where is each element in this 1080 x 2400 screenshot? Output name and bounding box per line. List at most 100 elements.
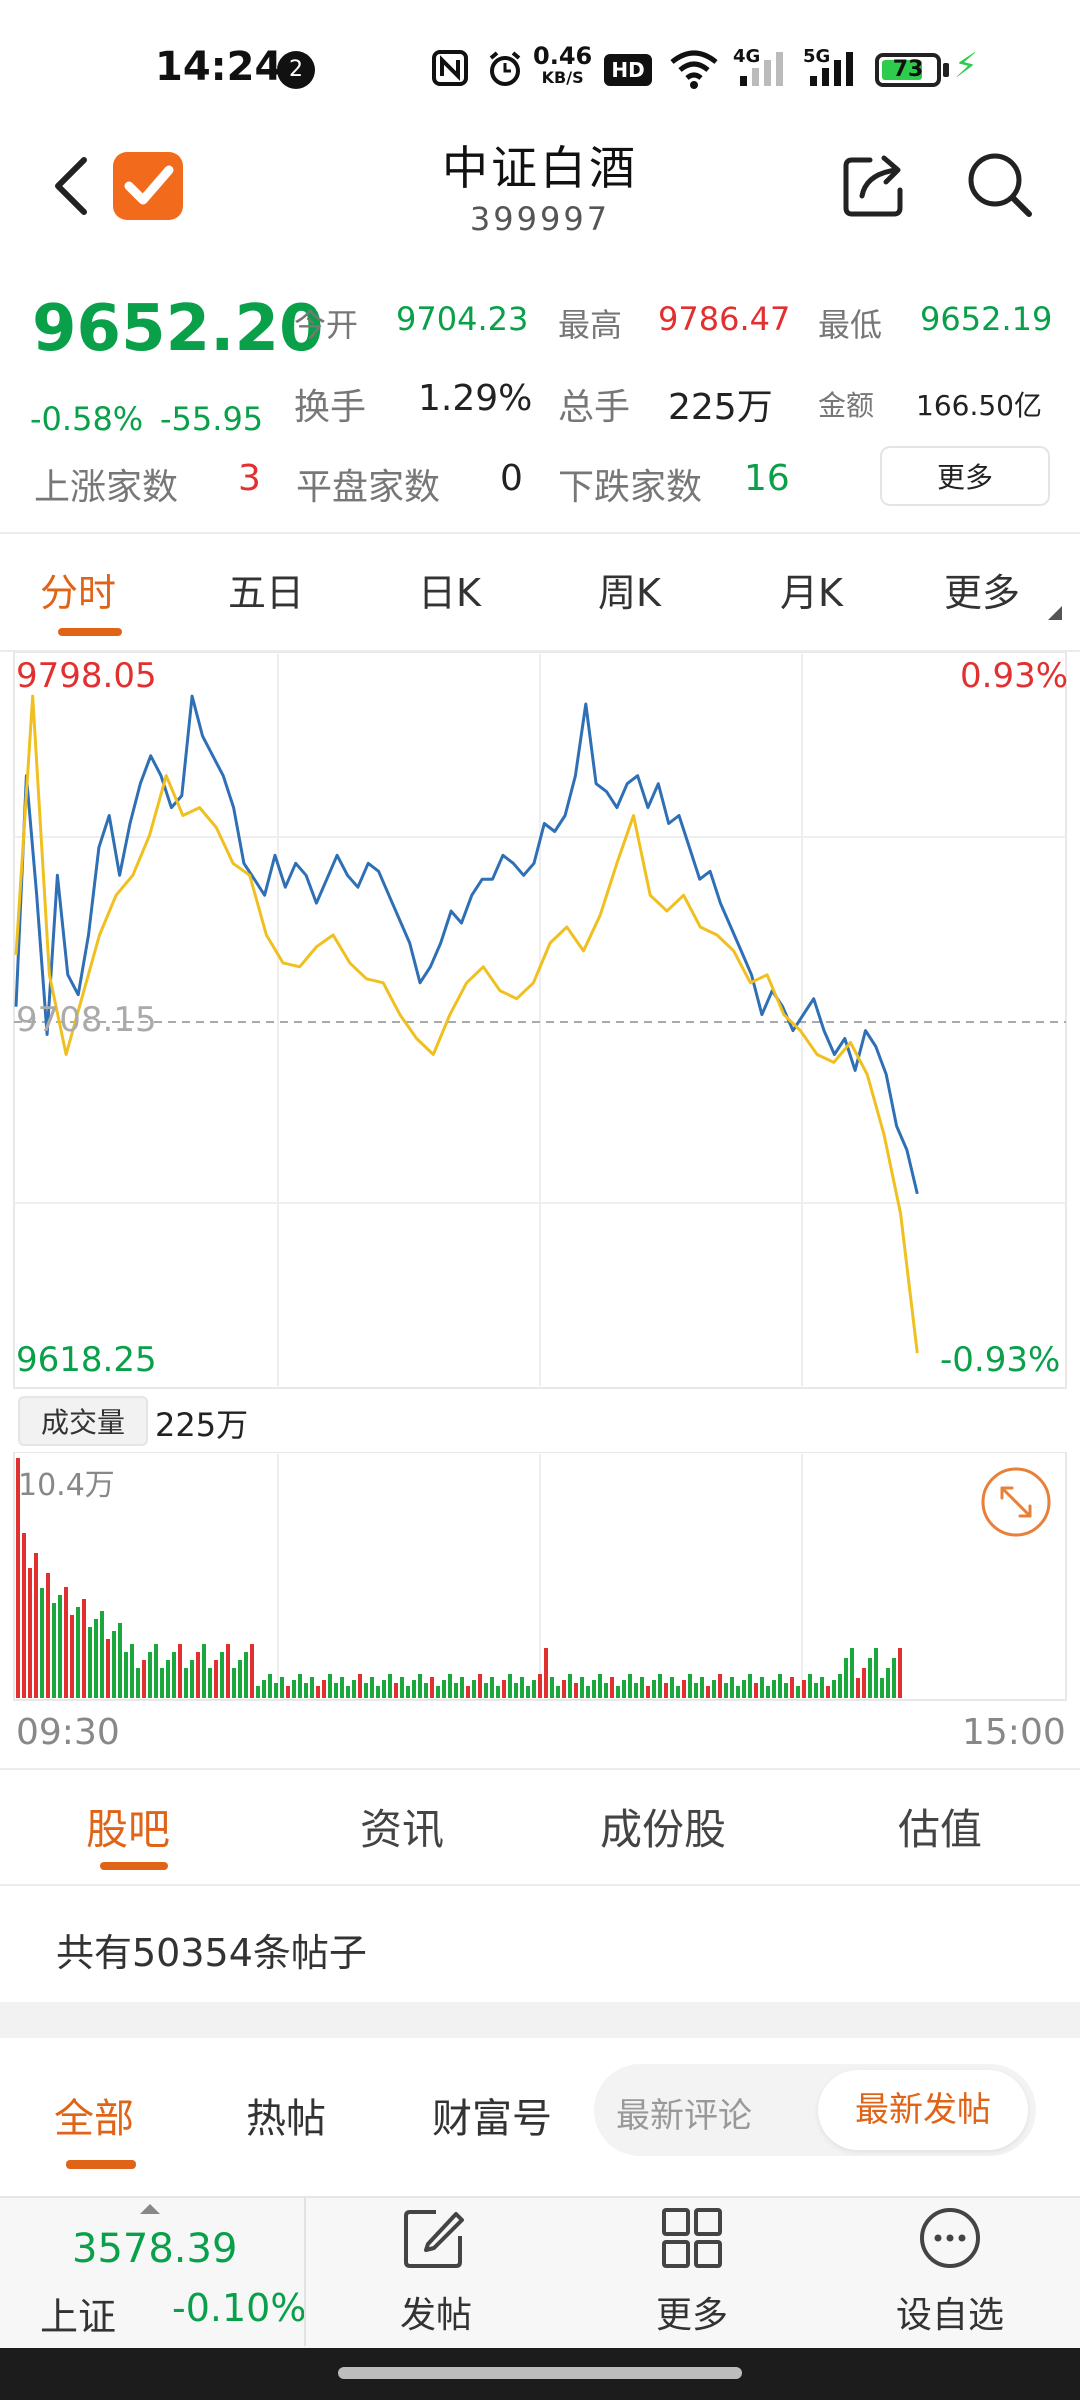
volume-bar: [166, 1660, 170, 1698]
volume-bar: [496, 1686, 500, 1698]
page-title: 中证白酒: [442, 141, 638, 195]
post-button-icon[interactable]: [402, 2206, 466, 2270]
more-button[interactable]: 更多: [655, 2295, 728, 2336]
volume-bar: [76, 1607, 80, 1698]
volume-chart[interactable]: [0, 1452, 1080, 1702]
pct-bottom-label: -0.93%: [940, 1340, 1061, 1380]
share-button[interactable]: [840, 150, 910, 220]
volume-bar: [172, 1652, 176, 1698]
volume-bar: [796, 1686, 800, 1698]
volume-bar: [316, 1686, 320, 1698]
volume-bar: [184, 1668, 188, 1698]
forum-tab-indicator: [100, 1862, 168, 1870]
volume-bar: [556, 1686, 560, 1698]
tab-five-day[interactable]: 五日: [228, 571, 305, 615]
hd-voice-icon: HD: [604, 54, 652, 86]
volume-bar: [286, 1686, 290, 1698]
divider: [0, 1884, 1080, 1886]
volume-bar: [436, 1686, 440, 1698]
low-label: 最低: [818, 306, 883, 344]
volume-bar: [352, 1680, 356, 1698]
volume-bar: [262, 1680, 266, 1698]
tab-weekly-k[interactable]: 周K: [598, 571, 661, 615]
back-button[interactable]: [48, 150, 96, 222]
pct-top-label: 0.93%: [960, 656, 1069, 696]
tab-monthly-k[interactable]: 月K: [780, 571, 843, 615]
volume-bar: [202, 1644, 206, 1698]
add-watchlist-button[interactable]: 设自选: [895, 2295, 1004, 2336]
amount-value: 166.50亿: [916, 389, 1042, 422]
volume-bar: [394, 1683, 398, 1698]
volume-bar: [214, 1660, 218, 1698]
more-quote-button[interactable]: 更多: [880, 446, 1050, 506]
sort-latest-comment[interactable]: 最新评论: [616, 2096, 752, 2136]
volume-bar: [772, 1680, 776, 1698]
high-label: 最高: [558, 306, 623, 344]
tab-forum[interactable]: 股吧: [86, 1805, 171, 1854]
edit-icon: [404, 2210, 464, 2268]
price-series: [14, 694, 919, 1354]
volume-bar: [334, 1683, 338, 1698]
tab-intraday[interactable]: 分时: [40, 571, 117, 615]
average-price-line: [14, 694, 919, 1354]
volume-bar: [646, 1686, 650, 1698]
search-button[interactable]: [965, 150, 1035, 220]
filter-all[interactable]: 全部: [54, 2096, 134, 2142]
volume-bar: [322, 1680, 326, 1698]
volume-bar: [568, 1674, 572, 1698]
filter-hot[interactable]: 热帖: [246, 2096, 326, 2142]
volume-bar: [292, 1680, 296, 1698]
volume-bar: [340, 1677, 344, 1698]
up-count-label: 上涨家数: [34, 467, 179, 508]
alarm-icon: [486, 50, 524, 96]
net-speed: 0.46 KB/S: [533, 44, 592, 88]
intraday-price-chart[interactable]: [0, 652, 1080, 1392]
flat-count-value: 0: [500, 458, 523, 499]
checkmark-icon: [124, 165, 174, 205]
volume-bar: [256, 1686, 260, 1698]
toolbar-divider: [304, 2198, 306, 2346]
tab-constituents[interactable]: 成份股: [600, 1805, 727, 1854]
home-gesture-bar[interactable]: [338, 2367, 742, 2379]
divider: [0, 1768, 1080, 1770]
volume-bar: [808, 1674, 812, 1698]
volume-bar: [208, 1668, 212, 1698]
volume-bar: [364, 1683, 368, 1698]
app-logo[interactable]: [113, 152, 183, 220]
sh-index-pct[interactable]: -0.10%: [172, 2286, 307, 2330]
volume-bar: [778, 1674, 782, 1698]
volume-bar: [406, 1686, 410, 1698]
share-icon: [843, 155, 903, 217]
volume-bar: [70, 1615, 74, 1698]
post-button[interactable]: 发帖: [399, 2295, 472, 2336]
tab-daily-k[interactable]: 日K: [418, 571, 481, 615]
volume-tag[interactable]: 成交量: [18, 1396, 148, 1446]
add-watchlist-icon[interactable]: [918, 2206, 982, 2270]
volume-bar: [454, 1683, 458, 1698]
volume-bar: [298, 1674, 302, 1698]
bottom-toolbar: [0, 2196, 1080, 2348]
more-grid-icon[interactable]: [660, 2206, 724, 2270]
volume-bar: [52, 1603, 56, 1698]
expand-chart-button[interactable]: [980, 1466, 1052, 1538]
volume-bar: [514, 1683, 518, 1698]
volume-bar: [700, 1677, 704, 1698]
volume-bar: [520, 1677, 524, 1698]
tab-more[interactable]: 更多: [944, 571, 1021, 615]
volume-bar: [484, 1683, 488, 1698]
volume-bar: [472, 1680, 476, 1698]
tab-valuation[interactable]: 估值: [898, 1805, 983, 1854]
expand-up-icon[interactable]: [140, 2204, 160, 2214]
sh-index-name[interactable]: 上证: [40, 2295, 117, 2339]
filter-wealth[interactable]: 财富号: [432, 2096, 552, 2142]
post-count: 共有50354条帖子: [56, 1931, 367, 1975]
tab-news[interactable]: 资讯: [360, 1805, 445, 1854]
wifi-icon: [668, 48, 720, 94]
volume-bar: [736, 1686, 740, 1698]
volume-bar: [304, 1683, 308, 1698]
volume-bar: [730, 1677, 734, 1698]
volume-bar: [358, 1674, 362, 1698]
amount-label: 金额: [818, 389, 875, 422]
sort-latest-post[interactable]: 最新发帖: [818, 2070, 1028, 2150]
sh-index-value[interactable]: 3578.39: [72, 2226, 238, 2272]
